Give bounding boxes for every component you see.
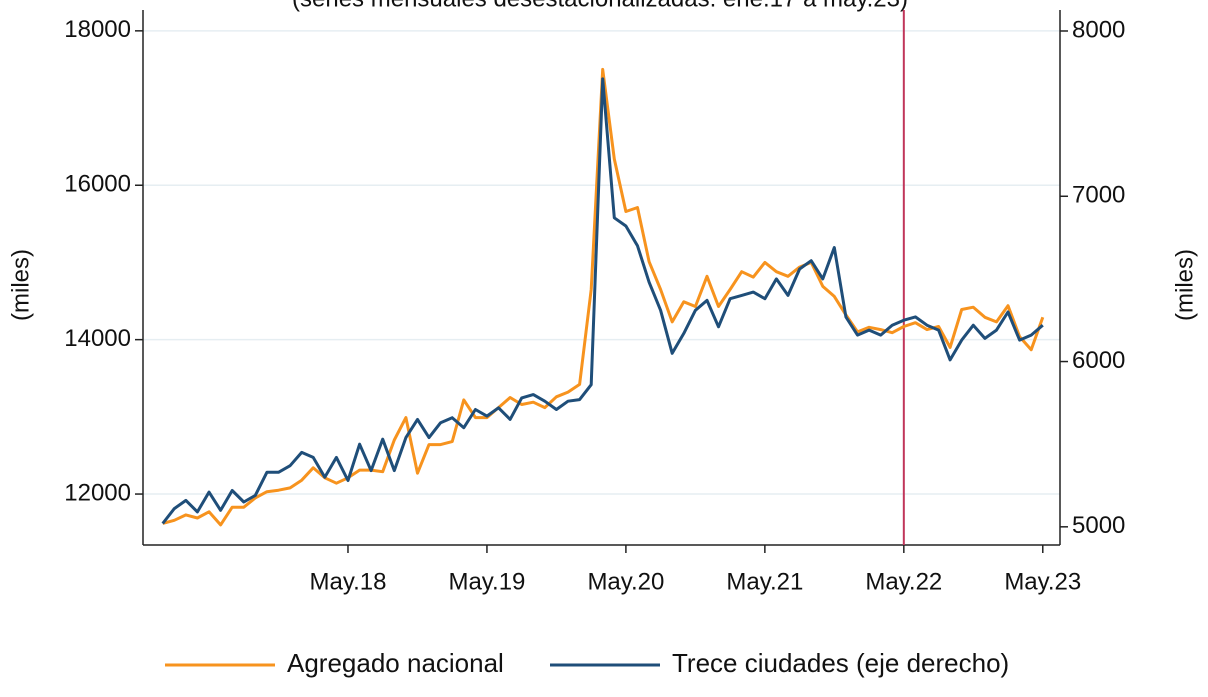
series-line [161,77,1044,525]
y-tick-label: 14000 [64,325,131,352]
y2-tick-label: 7000 [1072,182,1125,209]
x-tick-label: May.22 [865,568,942,595]
legend-label: Agregado nacional [287,648,504,678]
y2-tick-label: 6000 [1072,347,1125,374]
y2-tick-label: 8000 [1072,16,1125,43]
y2-tick-label: 5000 [1072,512,1125,539]
x-tick-label: May.20 [587,568,664,595]
x-tick-label: May.18 [310,568,387,595]
y-tick-label: 18000 [64,16,131,43]
y2-axis-label: (miles) [1171,249,1198,321]
x-tick-label: May.23 [1004,568,1081,595]
chart-subtitle: (series mensuales desestacionalizadas: e… [292,0,908,12]
legend-label: Trece ciudades (eje derecho) [672,648,1009,678]
y-axis-label: (miles) [7,249,34,321]
y-tick-label: 12000 [64,479,131,506]
y-tick-label: 16000 [64,171,131,198]
x-tick-label: May.21 [726,568,803,595]
series-line [162,67,1045,527]
x-tick-label: May.19 [448,568,525,595]
